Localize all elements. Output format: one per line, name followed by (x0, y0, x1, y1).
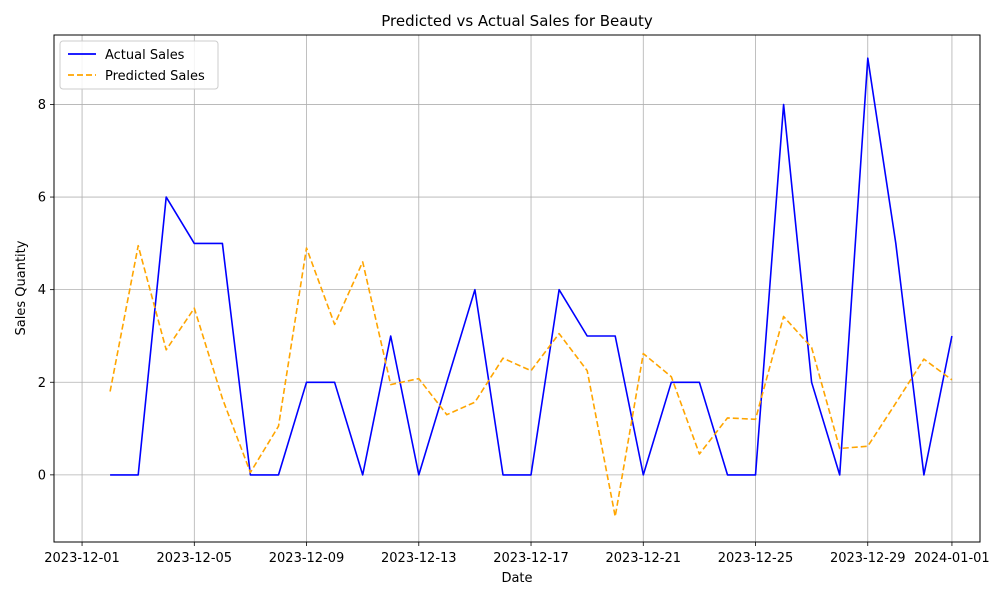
y-tick-label: 0 (38, 468, 46, 483)
chart-title: Predicted vs Actual Sales for Beauty (381, 12, 653, 30)
x-tick-label: 2024-01-01 (914, 551, 990, 566)
x-tick-label: 2023-12-05 (157, 551, 233, 566)
predicted-sales-line (109, 244, 953, 518)
legend-label-predicted: Predicted Sales (105, 69, 205, 84)
legend: Actual Sales Predicted Sales (59, 40, 219, 90)
x-tick-label: 2023-12-01 (44, 551, 120, 566)
x-tick-label: 2023-12-17 (493, 551, 569, 566)
x-tick-label: 2023-12-13 (381, 551, 457, 566)
y-tick-label: 4 (38, 283, 46, 298)
plot-area-frame (53, 34, 981, 543)
actual-sales-line (110, 57, 953, 476)
y-tick-label: 8 (38, 98, 46, 113)
x-axis-label: Date (501, 571, 532, 586)
y-axis-label: Sales Quantity (14, 240, 29, 335)
y-tick-label: 2 (38, 376, 46, 391)
grid (54, 35, 980, 542)
x-tick-label: 2023-12-25 (718, 551, 794, 566)
x-tick-label: 2023-12-29 (830, 551, 906, 566)
y-tick-label: 6 (38, 191, 46, 206)
x-axis-ticks: 2023-12-01 2023-12-05 2023-12-09 2023-12-13… (44, 542, 990, 566)
y-axis-ticks: 0 2 4 6 8 (38, 98, 54, 483)
series-lines (109, 57, 953, 518)
legend-label-actual: Actual Sales (105, 48, 185, 63)
x-tick-label: 2023-12-09 (269, 551, 345, 566)
legend-box (59, 40, 219, 90)
x-tick-label: 2023-12-21 (605, 551, 681, 566)
